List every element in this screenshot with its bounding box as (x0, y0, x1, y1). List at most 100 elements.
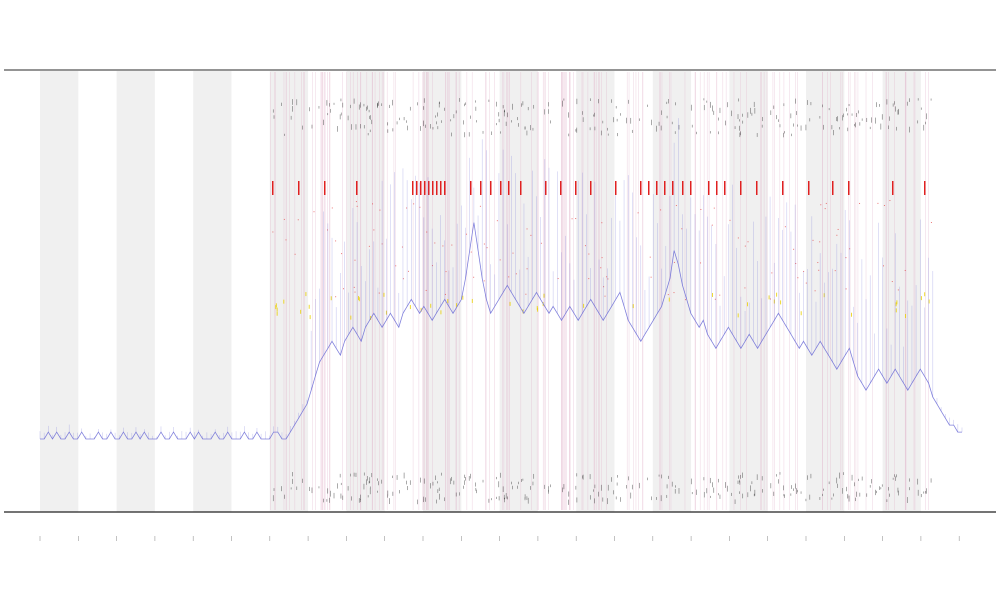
event-dot-red (877, 202, 879, 204)
event-marker-yellow (300, 309, 302, 314)
period-band (423, 71, 462, 512)
event-dot-red (354, 259, 356, 261)
event-dot-red (650, 276, 652, 278)
event-marker-red (924, 181, 926, 195)
event-dot-red (849, 248, 851, 250)
event-dot-red (368, 245, 370, 247)
event-marker-yellow (780, 300, 782, 305)
event-dot-red (812, 239, 814, 241)
event-dot-red (540, 242, 542, 244)
event-marker-red (740, 181, 742, 195)
event-dot-red (381, 243, 383, 245)
event-dot-red (343, 288, 345, 290)
period-band (729, 71, 768, 512)
event-marker-red (640, 181, 642, 195)
event-dot-red (354, 291, 356, 293)
event-dot-red (845, 257, 847, 259)
event-marker-yellow (776, 292, 778, 297)
event-marker-red (470, 181, 472, 195)
event-marker-yellow (385, 310, 387, 315)
event-dot-red (859, 202, 861, 204)
event-dot-red (378, 292, 380, 294)
event-dot-red (600, 267, 602, 269)
event-dot-red (402, 278, 404, 280)
event-dot-red (297, 219, 299, 221)
event-dot-red (814, 290, 816, 292)
event-dot-red (434, 242, 436, 244)
event-marker-yellow (509, 301, 511, 306)
event-dot-red (465, 233, 467, 235)
event-marker-red (656, 181, 658, 195)
event-marker-yellow (583, 303, 585, 308)
event-dot-red (515, 273, 517, 275)
event-marker-yellow (823, 293, 825, 298)
event-dot-red (675, 205, 677, 207)
event-dot-red (744, 245, 746, 247)
event-dot-red (473, 276, 475, 278)
event-dot-red (486, 247, 488, 249)
event-marker-red (440, 181, 442, 195)
event-dot-red (660, 209, 662, 211)
event-marker-red (500, 181, 502, 195)
period-band (40, 71, 79, 512)
event-dot-red (327, 229, 328, 231)
event-marker-yellow (851, 312, 853, 317)
event-marker-red (575, 181, 577, 195)
event-dot-red (825, 202, 827, 204)
event-dot-red (673, 292, 675, 294)
event-marker-red (428, 181, 430, 195)
event-marker-red (615, 181, 617, 195)
event-dot-red (771, 272, 773, 274)
event-marker-red (412, 181, 414, 195)
event-dot-red (784, 226, 786, 228)
event-dot-red (930, 221, 932, 223)
event-dot-red (797, 277, 799, 279)
event-dot-red (713, 207, 715, 209)
event-dot-red (426, 231, 428, 233)
event-dot-red (604, 295, 606, 297)
event-dot-red (395, 265, 397, 267)
event-dot-red (341, 253, 343, 255)
event-dot-red (747, 241, 749, 243)
event-dot-red (637, 212, 639, 214)
period-band (576, 71, 615, 512)
period-band (116, 71, 155, 512)
event-marker-yellow (276, 311, 278, 316)
event-dot-red (834, 270, 836, 272)
event-marker-red (416, 181, 418, 195)
period-band (806, 71, 845, 512)
event-dot-red (571, 218, 573, 220)
event-marker-red (832, 181, 834, 195)
event-dot-red (525, 293, 527, 295)
event-dot-red (820, 204, 822, 206)
event-dot-red (406, 207, 408, 209)
event-dot-red (606, 276, 608, 278)
event-marker-yellow (283, 299, 285, 304)
event-marker-red (724, 181, 726, 195)
event-dot-red (714, 298, 716, 300)
event-marker-yellow (632, 304, 634, 309)
event-marker-yellow (383, 292, 385, 297)
event-dot-red (483, 243, 485, 245)
event-marker-yellow (358, 297, 360, 302)
event-dot-red (451, 244, 453, 246)
event-marker-red (560, 181, 562, 195)
event-marker-yellow (920, 296, 922, 301)
event-marker-red (324, 181, 326, 195)
event-dot-red (711, 224, 713, 226)
event-marker-red (432, 181, 434, 195)
event-marker-yellow (768, 295, 770, 300)
event-marker-yellow (928, 299, 930, 304)
event-marker-yellow (895, 302, 897, 307)
event-dot-red (425, 289, 427, 291)
event-marker-red (690, 181, 692, 195)
event-dot-red (313, 211, 315, 213)
event-marker-yellow (447, 299, 449, 304)
event-dot-red (904, 269, 906, 271)
event-marker-yellow (471, 298, 473, 303)
event-dot-red (819, 241, 821, 243)
event-marker-red (424, 181, 426, 195)
event-dot-red (584, 245, 586, 247)
event-dot-red (719, 294, 721, 296)
